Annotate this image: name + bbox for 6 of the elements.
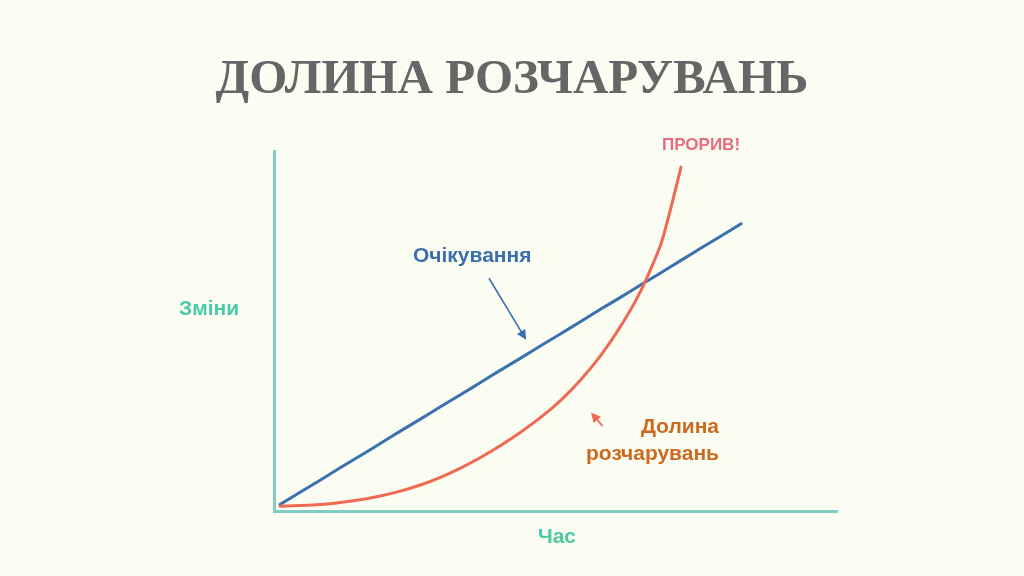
x-axis-title: Час: [537, 523, 577, 547]
y-axis-title: Зміни: [179, 296, 240, 319]
text: Очікування: [413, 243, 532, 266]
chart-title: ДОЛИНА РОЗЧАРУВАНЬ: [215, 49, 809, 105]
text: ПРОРИВ!: [662, 135, 741, 154]
annotation: Долина розчарувань: [586, 414, 720, 465]
